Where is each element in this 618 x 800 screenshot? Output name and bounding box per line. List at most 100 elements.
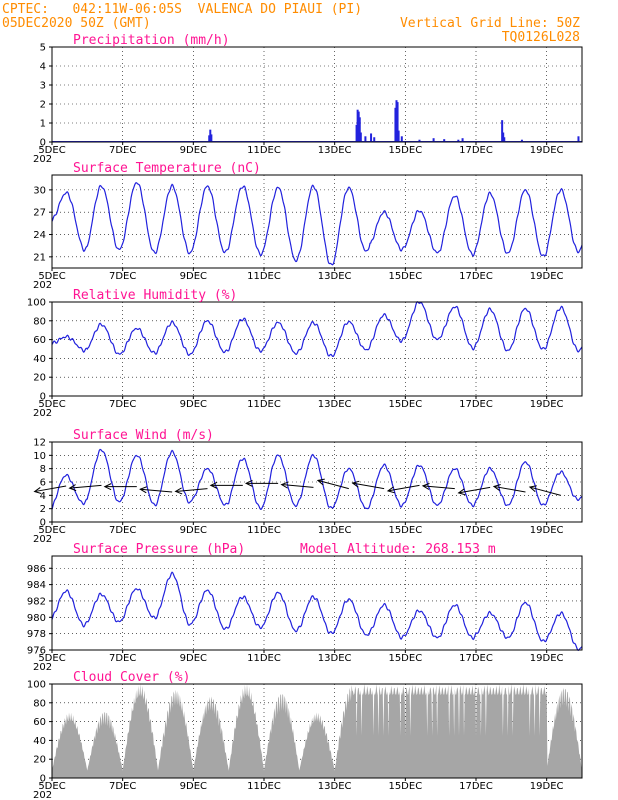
x-tick-label: 5DEC [38, 399, 65, 410]
wind-vector [422, 485, 455, 490]
x-tick-label: 7DEC [109, 525, 136, 536]
precip-bar [370, 133, 373, 142]
y-tick-label: 5 [40, 43, 46, 54]
wind-arrowhead [421, 482, 430, 490]
x-tick-label: 13DEC [318, 653, 352, 664]
x-tick-label: 9DEC [180, 525, 207, 536]
precip-bar [432, 138, 435, 142]
wind-arrowhead [316, 478, 325, 486]
x-tick-label: 5DEC [38, 145, 65, 156]
panel-title-cloud: Cloud Cover (%) [73, 670, 190, 685]
header: CPTEC: 042:11W-06:05S VALENCA DO PIAUI (… [2, 2, 580, 45]
y-tick-label: 40 [33, 354, 46, 365]
x-year-label: 202 [33, 154, 52, 165]
wind-arrowhead [528, 485, 537, 493]
x-tick-label: 19DEC [530, 271, 564, 282]
wind-arrowhead [68, 484, 77, 492]
x-tick-label: 13DEC [318, 271, 352, 282]
x-tick-label: 7DEC [109, 781, 136, 792]
wind-arrowhead [139, 486, 147, 494]
pres-line [51, 571, 583, 651]
wind-vector [317, 479, 349, 490]
wind-line [51, 448, 583, 510]
x-tick-label: 15DEC [388, 525, 422, 536]
x-tick-label: 15DEC [388, 271, 422, 282]
wind-vector [69, 484, 102, 489]
x-tick-label: 11DEC [247, 271, 281, 282]
x-tick-label: 5DEC [38, 781, 65, 792]
x-tick-label: 17DEC [459, 653, 493, 664]
wind-arrowhead [492, 484, 501, 491]
panel-title-precip: Precipitation (mm/h) [73, 33, 230, 48]
wind-arrowhead [103, 483, 112, 491]
x-tick-label: 9DEC [180, 781, 207, 792]
panel-cloud: 0 20 40 60 80 100 5DEC 7DEC 9DEC 11DEC 13DEC 15DEC 1… [27, 670, 583, 800]
y-tick-label: 2 [40, 504, 46, 515]
y-tick-label: 976 [27, 646, 46, 657]
y-tick-label: 986 [27, 564, 46, 575]
panel-frame [51, 683, 583, 779]
cloud-area [52, 684, 582, 778]
wind-arrowhead [244, 479, 253, 487]
y-tick-label: 10 [33, 451, 46, 462]
x-tick-label: 7DEC [109, 145, 136, 156]
x-tick-label: 13DEC [318, 145, 352, 156]
y-tick-label: 2 [40, 100, 46, 111]
x-tick-label: 17DEC [459, 399, 493, 410]
y-tick-label: 80 [33, 698, 46, 709]
header-location: CPTEC: 042:11W-06:05S VALENCA DO PIAUI (… [2, 2, 362, 17]
precip-bar [356, 109, 359, 142]
x-tick-label: 11DEC [247, 525, 281, 536]
panel-temp: 21 24 27 30 5DEC 7DEC 9DEC 11DEC 13DEC 15DEC 17DEC… [33, 161, 583, 291]
y-tick-label: 27 [33, 208, 46, 219]
y-tick-label: 60 [33, 717, 46, 728]
x-year-label: 202 [33, 280, 52, 291]
y-tick-label: 980 [27, 613, 46, 624]
x-tick-label: 15DEC [388, 653, 422, 664]
x-tick-label: 17DEC [459, 145, 493, 156]
x-tick-label: 19DEC [530, 781, 564, 792]
header-run-time: 05DEC2020 50Z (GMT) [2, 16, 151, 31]
panel-pres: 976 978 980 982 984 986 5DEC 7DEC 9DEC 11DEC 13DEC… [27, 542, 583, 673]
temp-line [51, 181, 583, 266]
x-tick-label: 11DEC [247, 653, 281, 664]
y-tick-label: 80 [33, 316, 46, 327]
x-tick-label: 7DEC [109, 653, 136, 664]
precip-bar [396, 102, 399, 142]
precip-bar [358, 117, 361, 142]
wind-arrowhead [174, 487, 183, 495]
wind-arrowhead [280, 481, 289, 489]
y-tick-label: 100 [27, 680, 46, 691]
panel-frame [51, 46, 583, 143]
panel-frame [51, 555, 583, 651]
x-tick-label: 9DEC [180, 653, 207, 664]
x-tick-label: 9DEC [180, 271, 207, 282]
precip-bar [502, 132, 505, 142]
precip-bar [520, 139, 523, 142]
y-tick-label: 40 [33, 736, 46, 747]
x-tick-label: 17DEC [459, 271, 493, 282]
precip-bar [394, 107, 397, 142]
panel-frame [51, 301, 583, 397]
x-tick-label: 19DEC [530, 145, 564, 156]
precip-bar [577, 136, 580, 142]
precip-bar [208, 135, 211, 142]
wind-vector [140, 488, 173, 493]
y-tick-label: 8 [40, 464, 46, 475]
y-tick-label: 30 [33, 185, 46, 196]
y-tick-label: 0 [40, 138, 46, 149]
x-tick-label: 5DEC [38, 653, 65, 664]
rh-line [51, 301, 583, 358]
y-tick-label: 4 [40, 491, 46, 502]
y-tick-label: 21 [33, 252, 46, 263]
x-tick-label: 5DEC [38, 525, 65, 536]
x-tick-label: 13DEC [318, 525, 352, 536]
y-tick-label: 24 [33, 230, 46, 241]
y-tick-label: 4 [40, 62, 46, 73]
header-model-code: TQ0126L028 [502, 30, 580, 45]
y-tick-label: 0 [40, 392, 46, 403]
wind-vector [281, 484, 314, 488]
precip-bar [395, 100, 398, 142]
wind-arrowhead [386, 486, 395, 494]
